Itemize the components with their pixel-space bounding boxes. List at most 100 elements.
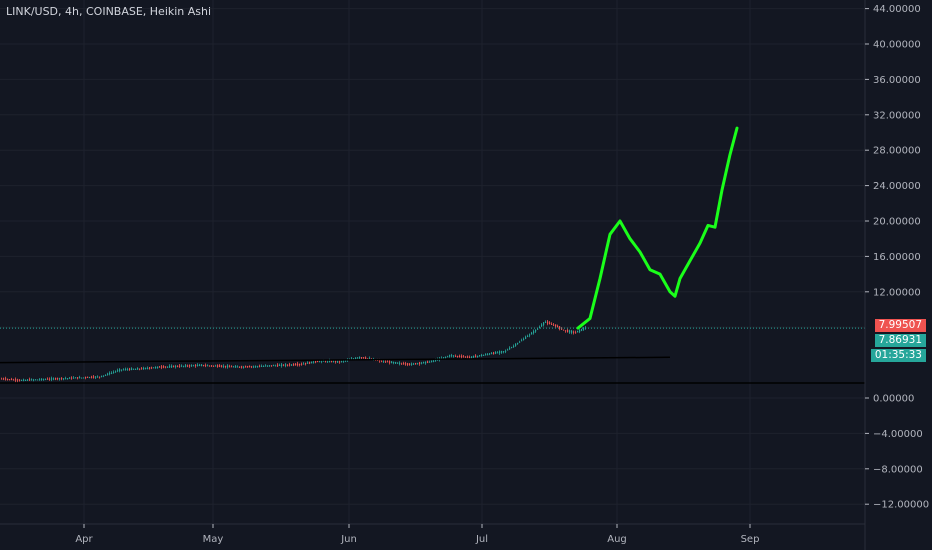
candle-body [369,358,371,360]
candle-body [187,365,189,367]
candle-body [241,366,243,368]
candle-body [443,357,445,359]
candle-body [411,363,413,365]
candle-body [561,327,563,330]
trendline [0,356,671,364]
candle-body [503,351,505,353]
candle-body [267,365,269,367]
candle-body [555,324,557,327]
candle-body [449,355,451,357]
candle-body [31,379,33,381]
candle-body [9,379,11,381]
candle-body [183,365,185,367]
candle-body [25,380,27,382]
candle-body [551,323,553,325]
candle-body [23,379,25,381]
candle-body [575,332,577,334]
candle-body [163,366,165,368]
candle-body [63,378,65,380]
candle-body [317,360,319,363]
candle-body [327,360,329,362]
candle-body [365,357,367,359]
candle-body [391,361,393,364]
candle-body [519,341,521,343]
candle-body [193,365,195,367]
candle-body [301,363,303,365]
candle-body [529,334,531,336]
candle-body [3,378,5,380]
candle-body [293,363,295,366]
chart-title: LINK/USD, 4h, COINBASE, Heikin Ashi [6,5,212,18]
candle-body [559,326,561,329]
candle-body [433,360,435,362]
candle-body [253,366,255,368]
candle-body [407,363,409,365]
candle-body [311,361,313,364]
candle-body [583,328,585,330]
candle-body [155,367,157,369]
candle-body [473,355,475,358]
candle-body [107,373,109,375]
trendlines [0,356,865,384]
candle-body [375,359,377,361]
candle-body [35,379,37,381]
candle-body [79,377,81,379]
candle-body [415,363,417,365]
candle-body [113,372,115,374]
candle-body [283,364,285,366]
candle-body [403,363,405,365]
candle-body [361,357,363,359]
candle-body [359,356,361,359]
candle-body [89,377,91,379]
candle-body [303,363,305,365]
candle-body [455,355,457,357]
candle-body [325,360,327,362]
candle-body [177,365,179,367]
candle-body [377,360,379,362]
time-axis[interactable]: Apr May Jun Jul Aug Sep [75,524,759,545]
candle-body [463,356,465,358]
candle-body [491,353,493,355]
candle-body [49,378,51,380]
candle-body [273,365,275,367]
candle-body [401,363,403,365]
candle-body [1,378,3,380]
candle-body [571,330,573,333]
candle-body [83,377,85,379]
candle-body [383,360,385,362]
candle-body [213,365,215,367]
candle-body [573,331,575,333]
candle-body [577,330,579,333]
candle-body [279,364,281,366]
candle-body [259,365,261,367]
candle-body [41,378,43,381]
candle-body [477,355,479,357]
price-axis[interactable]: 44.00000 40.00000 36.00000 32.00000 28.00000… [865,4,929,511]
x-tick-label: Sep [741,534,760,545]
candle-body [271,365,273,367]
candle-body [409,363,411,365]
y-tick-label: 44.00000 [873,4,921,15]
candle-body [181,365,183,367]
candle-body [109,372,111,375]
candle-body [103,375,105,377]
candle-body [19,379,21,381]
candle-body [421,362,423,364]
candle-body [535,329,537,332]
candle-body [297,363,299,366]
candle-body [333,360,335,362]
candle-body [549,322,551,325]
candle-body [319,360,321,362]
candle-body [527,335,529,337]
x-tick-label: Apr [75,534,93,545]
candle-body [515,343,517,346]
candle-body [395,362,397,364]
candle-body [427,361,429,363]
candle-body [159,366,161,368]
candle-body [221,365,223,367]
candle-body [355,357,357,360]
candle-body [423,361,425,364]
candle-body [387,361,389,363]
candle-body [521,340,523,342]
